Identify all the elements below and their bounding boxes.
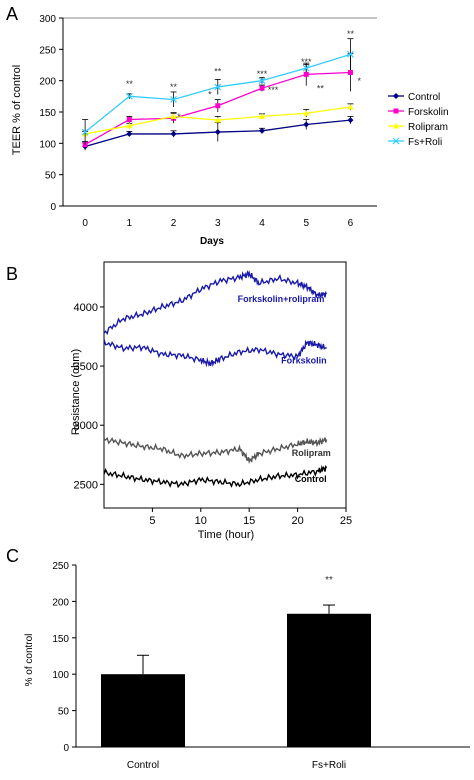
c-y-tick-label: 50 <box>58 707 70 718</box>
a-legend-marker <box>393 93 399 99</box>
b-y-tick-label: 2500 <box>74 479 98 491</box>
c-y-tick-label: 200 <box>52 597 69 608</box>
a-y-tick-label: 150 <box>39 108 56 119</box>
b-trace-label-0: Forkskolin+rolipram <box>238 294 325 304</box>
a-significance-mark: * <box>177 112 181 122</box>
a-y-tick-label: 250 <box>39 45 56 56</box>
a-legend-marker <box>393 108 399 114</box>
b-y-tick-label: 4000 <box>74 302 98 314</box>
a-point <box>259 127 266 134</box>
a-point <box>347 117 354 124</box>
a-significance-mark: ** <box>347 29 355 39</box>
c-bar-1 <box>287 613 371 747</box>
a-point <box>347 70 353 76</box>
b-y-tick-label: 3500 <box>74 361 98 373</box>
a-significance-mark: ** <box>170 82 178 92</box>
a-point <box>259 85 265 91</box>
b-trace-label-1: Forkskolin <box>281 356 327 366</box>
a-legend-label-0: Control <box>408 92 440 103</box>
a-significance-mark: ** <box>126 79 134 89</box>
b-trace-2 <box>103 436 328 465</box>
a-significance-mark: *** <box>257 69 268 79</box>
a-point <box>81 128 89 136</box>
panel-b-letter: B <box>6 264 18 284</box>
a-y-tick-label: 50 <box>45 171 57 182</box>
panel-c: C % of control 0 50 100 150 200 250 Control Fs… <box>6 546 470 771</box>
a-legend-marker <box>393 123 399 129</box>
a-legend-marker <box>392 137 400 145</box>
a-x-tick-label: 0 <box>82 218 88 229</box>
c-y-tick-label: 0 <box>63 743 69 754</box>
b-x-tick-label: 10 <box>195 515 207 527</box>
b-x-tick-label: 25 <box>340 515 352 527</box>
a-significance-mark: * <box>208 90 212 100</box>
panel-c-ylabel: % of control <box>24 634 35 687</box>
b-y-tick-label: 3000 <box>74 420 98 432</box>
a-legend-label-3: Fs+Roli <box>408 137 442 148</box>
b-trace-0 <box>103 269 328 336</box>
panel-c-letter: C <box>6 546 19 566</box>
a-x-tick-label: 6 <box>348 218 354 229</box>
panel-a-letter: A <box>6 4 18 24</box>
c-y-tick-label: 150 <box>52 634 69 645</box>
a-point <box>258 77 266 85</box>
a-y-tick-label: 300 <box>39 14 56 25</box>
a-legend-label-2: Rolipram <box>408 122 448 133</box>
b-x-tick-label: 5 <box>149 515 155 527</box>
a-significance-mark: * <box>358 76 362 86</box>
a-y-tick-label: 200 <box>39 77 56 88</box>
a-point <box>347 50 354 58</box>
a-point <box>126 122 133 129</box>
b-x-tick-label: 20 <box>291 515 303 527</box>
a-y-tick-label: 100 <box>39 139 56 150</box>
a-point <box>170 130 177 137</box>
panel-a: A TEER % of control Days 050100150200250… <box>6 4 449 247</box>
a-point <box>214 83 222 91</box>
a-point <box>302 64 310 72</box>
a-point <box>126 117 132 123</box>
panel-a-xlabel: Days <box>200 236 224 247</box>
b-trace-1 <box>103 339 327 368</box>
a-point <box>214 117 221 123</box>
b-plot-frame <box>103 261 347 509</box>
a-x-tick-label: 5 <box>303 218 309 229</box>
b-trace-3 <box>103 464 328 489</box>
panel-b-ylabel: Resistance (ohm) <box>70 349 82 435</box>
panel-b: B Resistance (ohm) Time (hour) 2500 3000 3… <box>6 261 352 541</box>
c-y-tick-label: 100 <box>52 670 69 681</box>
c-y-tick-label: 250 <box>52 561 69 572</box>
a-point <box>214 129 221 136</box>
a-point <box>215 103 221 109</box>
a-legend-label-1: Forskolin <box>408 107 449 118</box>
panel-b-xlabel: Time (hour) <box>198 529 254 541</box>
a-point <box>347 103 354 110</box>
a-x-tick-label: 3 <box>215 218 221 229</box>
a-point <box>170 113 177 119</box>
a-point <box>303 71 309 77</box>
a-significance-mark: ** <box>214 66 222 76</box>
a-point <box>303 121 310 128</box>
a-point <box>126 130 133 137</box>
b-x-tick-label: 15 <box>243 515 255 527</box>
a-significance-mark: *** <box>268 85 279 95</box>
c-category-label-1: Fs+Roli <box>312 760 346 771</box>
panel-a-ylabel: TEER % of control <box>11 65 23 155</box>
a-significance-mark: ** <box>317 83 325 93</box>
a-point <box>303 110 310 116</box>
c-significance-mark: ** <box>325 575 333 586</box>
b-trace-label-3: Control <box>295 474 327 484</box>
a-point <box>125 92 133 100</box>
c-category-label-0: Control <box>127 760 159 771</box>
a-x-tick-label: 2 <box>171 218 177 229</box>
a-point <box>170 96 177 103</box>
a-point <box>259 113 266 119</box>
a-significance-mark: *** <box>301 57 312 67</box>
a-x-tick-label: 4 <box>259 218 265 229</box>
a-y-tick-label: 0 <box>50 202 56 213</box>
c-bar-0 <box>101 674 185 747</box>
b-trace-label-2: Rolipram <box>292 448 331 458</box>
a-x-tick-label: 1 <box>127 218 133 229</box>
